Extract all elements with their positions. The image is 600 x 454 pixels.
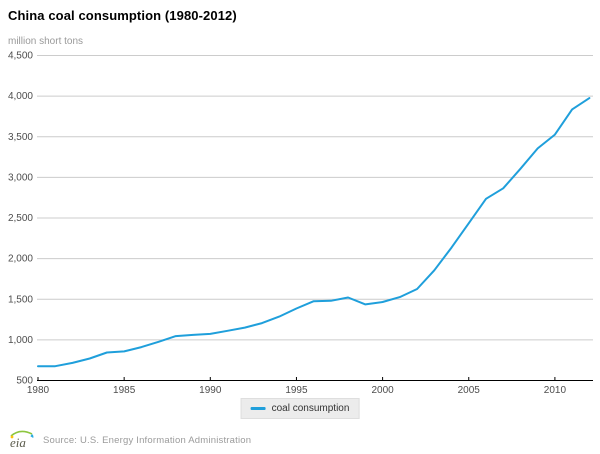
legend: coal consumption [240,398,360,419]
legend-item-coal-consumption[interactable]: coal consumption [250,403,350,414]
x-axis-tick-label: 1995 [285,385,308,396]
x-axis-tick-label: 2000 [371,385,394,396]
y-axis-tick-label: 1,500 [8,294,33,305]
y-axis-tick-label: 500 [16,376,33,387]
legend-line-swatch [250,407,266,410]
x-axis-tick-label: 1985 [113,385,136,396]
eia-logo-wordmark: eia [10,435,26,450]
x-axis-tick-label: 1990 [199,385,222,396]
eia-logo: eia [10,430,34,450]
y-axis-tick-label: 4,000 [8,91,33,102]
y-axis-tick-label: 2,000 [8,254,33,265]
footer: eia Source: U.S. Energy Information Admi… [8,429,600,451]
eia-logo-sun [10,435,14,439]
x-axis-tick-label: 2010 [544,385,567,396]
y-axis-tick-label: 1,000 [8,335,33,346]
chart-title: China coal consumption (1980-2012) [8,8,237,23]
y-axis-tick-label: 3,500 [8,132,33,143]
line-chart-plot-area: 500 1,000 1,500 2,000 2,500 3,000 3,500 4,000 4,… [8,51,593,396]
x-axis-tick-label: 2005 [458,385,481,396]
y-axis-tick-label: 4,500 [8,51,33,62]
source-attribution: Source: U.S. Energy Information Administ… [43,434,252,446]
x-axis-tick-label: 1980 [27,385,50,396]
coal-consumption-line [37,97,591,368]
y-axis-units-label: million short tons [8,36,84,47]
y-axis-tick-label: 2,500 [8,213,33,224]
y-axis-tick-label: 3,000 [8,172,33,183]
eia-logo-green-arc [10,430,33,437]
legend-label: coal consumption [271,403,350,414]
eia-logo-blue-tip [30,434,34,438]
